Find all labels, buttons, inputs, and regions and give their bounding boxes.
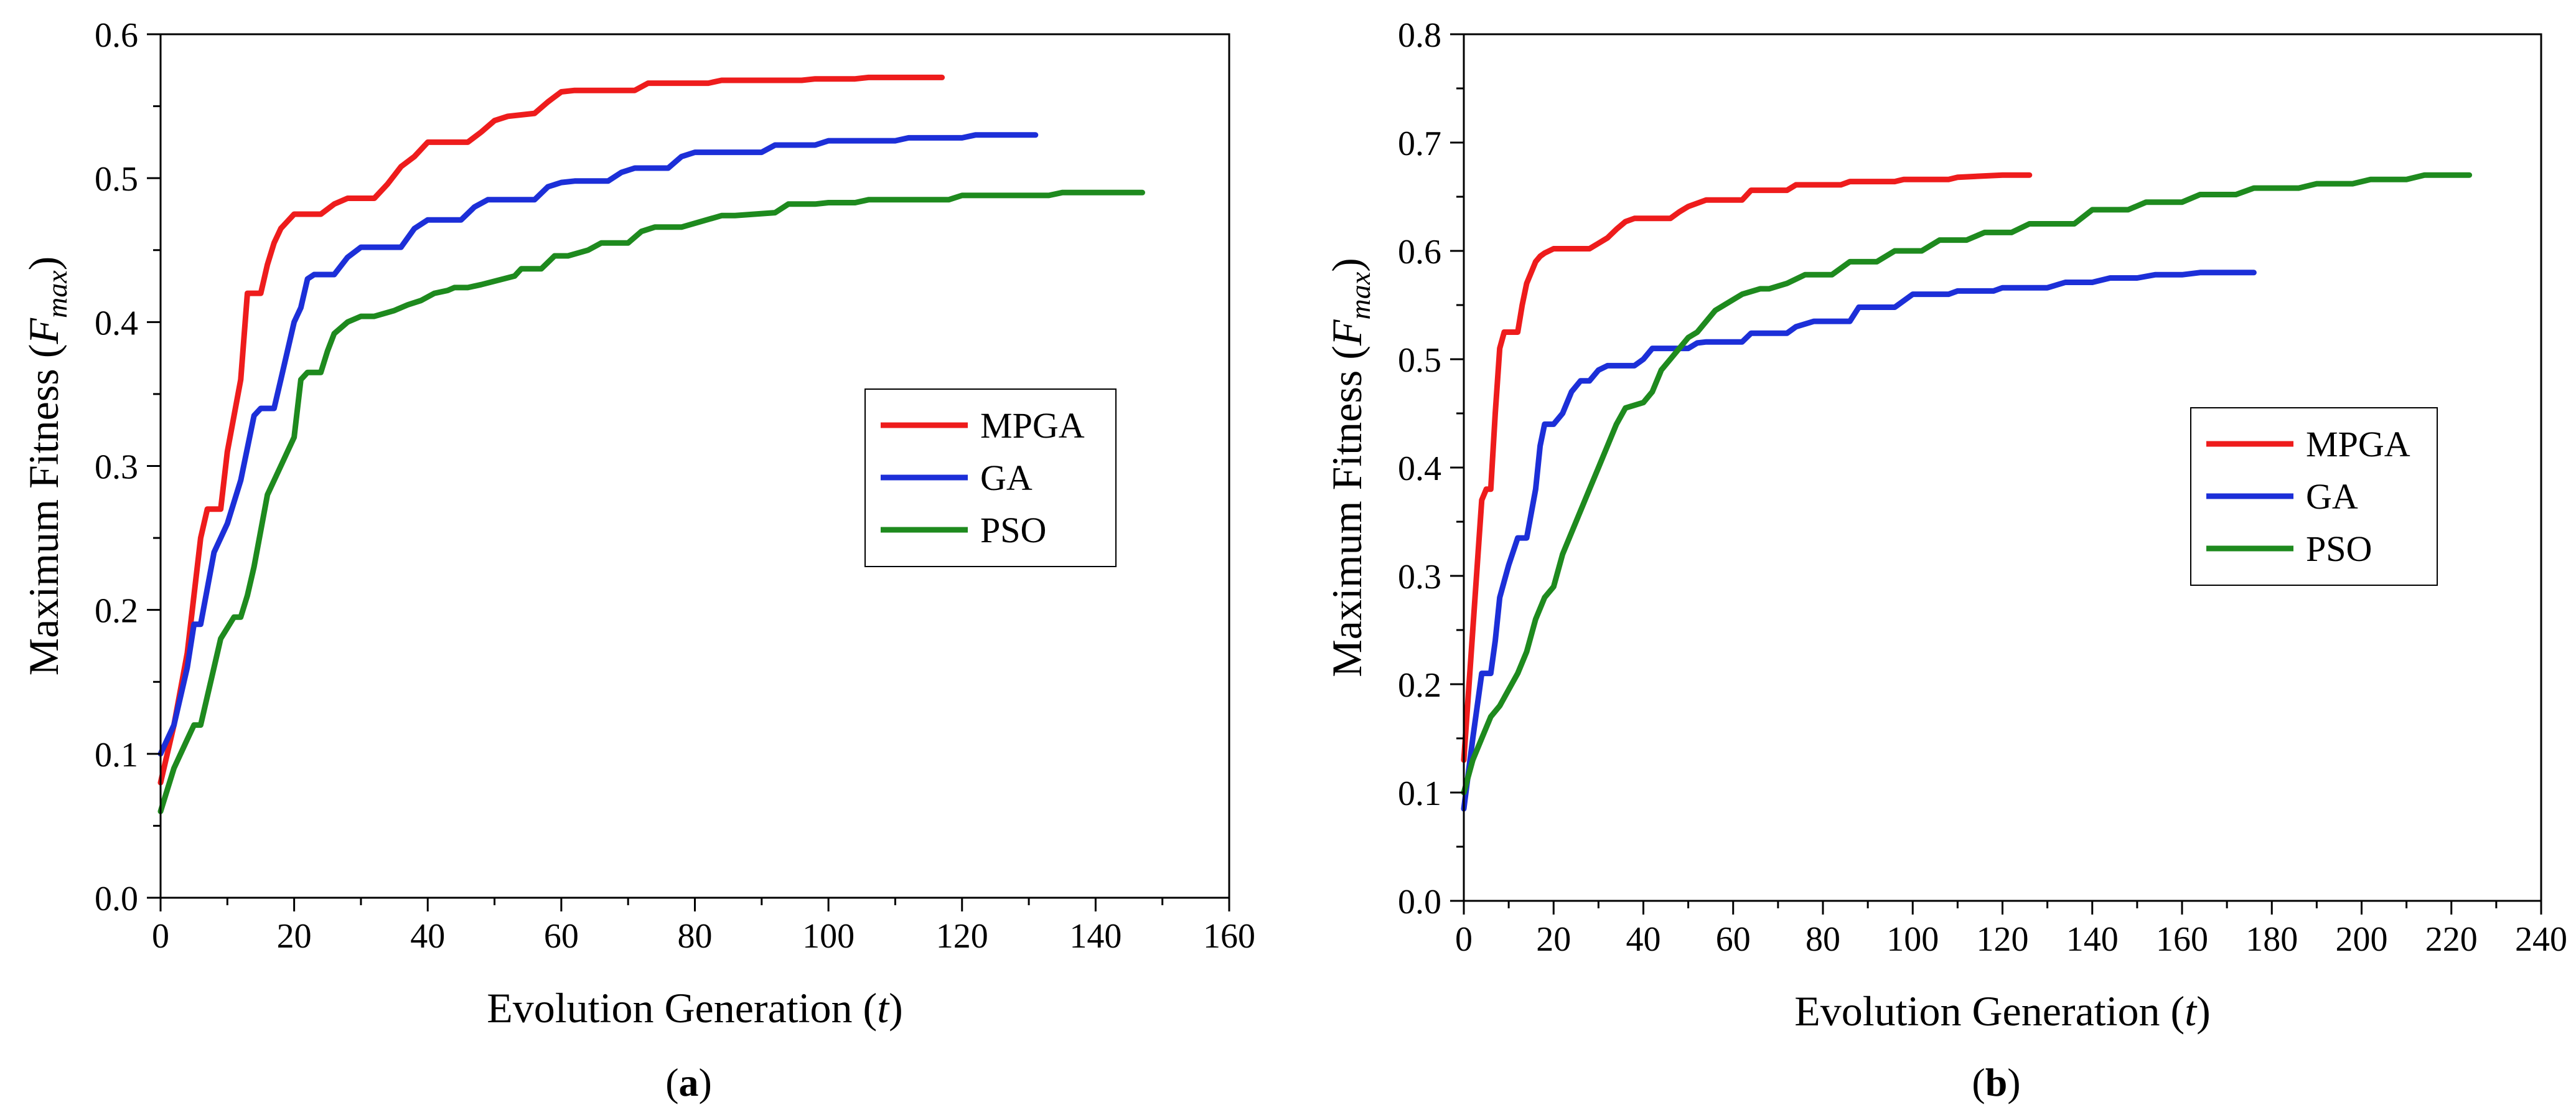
panel-b-y-axis-title-var: F bbox=[1323, 319, 1370, 346]
panel-a-y-axis-title-var: F bbox=[20, 318, 67, 345]
panel-a-x-tick-label: 0 bbox=[152, 917, 169, 956]
panel-a-y-axis-title-sub: max bbox=[41, 270, 73, 318]
panel-a-x-tick-label: 40 bbox=[410, 917, 445, 956]
panel-a-label: (a) bbox=[665, 1060, 712, 1104]
panel-b: 0 20 40 60 80 100 120 140 160 180 200 220 240 0.0 0.1 0… bbox=[1323, 16, 2567, 1104]
panel-b-x-axis-title: Evolution Generation (t) bbox=[1794, 987, 2211, 1035]
panel-a-x-tick-label: 20 bbox=[277, 917, 312, 956]
panel-a-x-axis-title-close: ) bbox=[889, 984, 903, 1032]
panel-b-y-axis-title-text: Maximum Fitness ( bbox=[1323, 346, 1370, 677]
panel-b-x-tick-label: 40 bbox=[1626, 920, 1661, 959]
panel-b-series-ga-line bbox=[1461, 270, 2257, 812]
panel-b-x-tick-label: 120 bbox=[1977, 920, 2029, 959]
panel-b-y-axis-title-close: ) bbox=[1323, 258, 1370, 272]
panel-a-y-tick-label: 0.3 bbox=[95, 448, 138, 487]
panel-b-y-tick-label: 0.4 bbox=[1398, 449, 1441, 488]
panel-b-x-tick-label: 0 bbox=[1455, 920, 1473, 959]
panel-b-y-tick-label: 0.7 bbox=[1398, 125, 1441, 163]
panel-a-x-axis-title-var: t bbox=[877, 984, 890, 1032]
panel-b-y-tick-label: 0.3 bbox=[1398, 558, 1441, 596]
panel-b-label-close: ) bbox=[2007, 1060, 2020, 1104]
panel-a-label-open: ( bbox=[665, 1060, 678, 1104]
panel-b-x-axis-title-close: ) bbox=[2196, 987, 2211, 1035]
panel-b-label-letter: b bbox=[1985, 1060, 2008, 1104]
panel-b-x-tick-label: 140 bbox=[2066, 920, 2119, 959]
panel-b-x-tick-label: 240 bbox=[2515, 920, 2567, 959]
panel-a-x-tick-label: 160 bbox=[1203, 917, 1255, 956]
panel-b-x-tick-label: 220 bbox=[2425, 920, 2478, 959]
panel-b-x-tick-label: 160 bbox=[2156, 920, 2208, 959]
panel-b-y-tick-label: 0.8 bbox=[1398, 16, 1441, 55]
panel-b-x-tick-label: 180 bbox=[2246, 920, 2298, 959]
panel-a-y-axis-title-text: Maximum Fitness ( bbox=[20, 344, 67, 676]
panel-b-x-tick-label: 80 bbox=[1806, 920, 1840, 959]
panel-a-label-close: ) bbox=[699, 1060, 712, 1104]
panel-b-x-axis-title-text: Evolution Generation ( bbox=[1794, 987, 2185, 1035]
panel-a-x-tick-label: 60 bbox=[544, 917, 579, 956]
panel-b-series-mpga-line bbox=[1461, 172, 2033, 763]
panel-a-series-mpga-line bbox=[157, 74, 945, 786]
panel-b-y-axis-title: Maximum Fitness (Fmax) bbox=[1323, 258, 1376, 677]
panel-a-legend: MPGA GA PSO bbox=[864, 388, 1117, 567]
panel-a-y-tick-label: 0.1 bbox=[95, 736, 138, 774]
panel-a-x-axis-title-text: Evolution Generation ( bbox=[487, 984, 877, 1032]
panel-b-x-tick-label: 60 bbox=[1716, 920, 1751, 959]
panel-a-legend-label-pso: PSO bbox=[980, 510, 1046, 550]
panel-b-label-open: ( bbox=[1972, 1060, 1985, 1104]
panel-b-x-tick-label: 100 bbox=[1886, 920, 1939, 959]
panel-a-y-axis-title-close: ) bbox=[20, 256, 67, 271]
panel-a-y-tick-label: 0.0 bbox=[95, 880, 138, 918]
panel-a-y-tick-label: 0.2 bbox=[95, 592, 138, 631]
panel-a-x-axis-title: Evolution Generation (t) bbox=[487, 984, 903, 1032]
panel-b-legend-label-mpga: MPGA bbox=[2306, 424, 2410, 464]
panel-b-x-tick-label: 20 bbox=[1536, 920, 1571, 959]
panel-b-x-axis-title-var: t bbox=[2185, 987, 2198, 1035]
panel-b-y-tick-label: 0.5 bbox=[1398, 341, 1441, 380]
panel-a-y-tick-label: 0.4 bbox=[95, 304, 138, 342]
panel-b-series-pso-line bbox=[1461, 172, 2473, 796]
panel-a-x-tick-label: 120 bbox=[936, 917, 988, 956]
panel-b-y-tick-label: 0.2 bbox=[1398, 666, 1441, 705]
panel-a: 0 20 40 60 80 100 120 140 160 0.0 0.1 0.2 0.3 0.4 0.5 0… bbox=[20, 16, 1255, 1104]
panel-a-label-letter: a bbox=[679, 1060, 699, 1104]
panel-b-x-tick-label: 200 bbox=[2336, 920, 2388, 959]
panel-b-legend-label-ga: GA bbox=[2306, 476, 2358, 517]
panel-b-y-axis-title-sub: max bbox=[1344, 271, 1376, 319]
panel-a-x-tick-label: 140 bbox=[1069, 917, 1122, 956]
panel-a-legend-label-mpga: MPGA bbox=[980, 405, 1085, 446]
panel-b-y-tick-label: 0.1 bbox=[1398, 774, 1441, 813]
panel-b-legend-label-pso: PSO bbox=[2306, 529, 2372, 569]
panel-a-series-ga-line bbox=[157, 132, 1039, 757]
panel-a-x-tick-label: 100 bbox=[802, 917, 855, 956]
panel-b-y-tick-label: 0.6 bbox=[1398, 233, 1441, 271]
panel-a-series-pso-line bbox=[157, 189, 1145, 814]
panel-a-legend-label-ga: GA bbox=[980, 458, 1033, 498]
panel-a-y-tick-label: 0.5 bbox=[95, 160, 138, 199]
panel-a-x-tick-label: 80 bbox=[678, 917, 713, 956]
panel-a-y-tick-label: 0.6 bbox=[95, 16, 138, 55]
panel-a-y-axis-title: Maximum Fitness (Fmax) bbox=[20, 256, 73, 676]
panel-b-y-tick-label: 0.0 bbox=[1398, 883, 1441, 921]
panel-b-legend: MPGA GA PSO bbox=[2190, 407, 2438, 586]
panel-b-label: (b) bbox=[1972, 1060, 2020, 1104]
